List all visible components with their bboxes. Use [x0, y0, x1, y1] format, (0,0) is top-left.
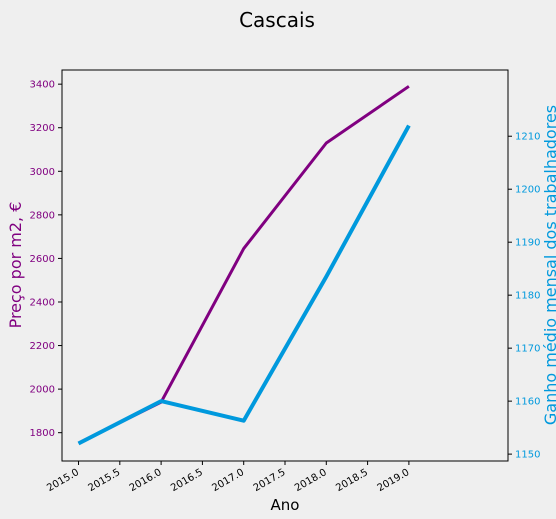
y-right-tick-label: 1190 [515, 238, 540, 249]
y-right-tick-label: 1150 [515, 450, 540, 461]
y-right-tick-label: 1170 [515, 344, 540, 355]
y-right-tick-label: 1180 [515, 291, 540, 302]
y-left-tick-label: 2800 [30, 210, 55, 221]
chart-title: Cascais [239, 8, 315, 32]
y-left-tick-label: 2600 [30, 254, 55, 265]
y-left-tick-label: 2400 [30, 297, 55, 308]
y-axis-left-label: Preço por m2, € [6, 202, 25, 329]
y-left-tick-label: 3400 [30, 80, 55, 91]
y-axis-right-label: Ganho médio mensal dos trabalhadores [541, 105, 556, 425]
y-right-tick-label: 1160 [515, 397, 540, 408]
series-line-right [77, 124, 411, 446]
y-left-tick-label: 3000 [30, 167, 55, 178]
y-left-tick-label: 2000 [30, 385, 55, 396]
y-left-tick-label: 3200 [30, 123, 55, 134]
y-right-tick-label: 1200 [515, 185, 540, 196]
y-right-tick-label: 1210 [515, 132, 540, 143]
y-left-tick-label: 2200 [30, 341, 55, 352]
x-axis-label: Ano [271, 496, 300, 514]
y-left-tick-label: 1800 [30, 428, 55, 439]
